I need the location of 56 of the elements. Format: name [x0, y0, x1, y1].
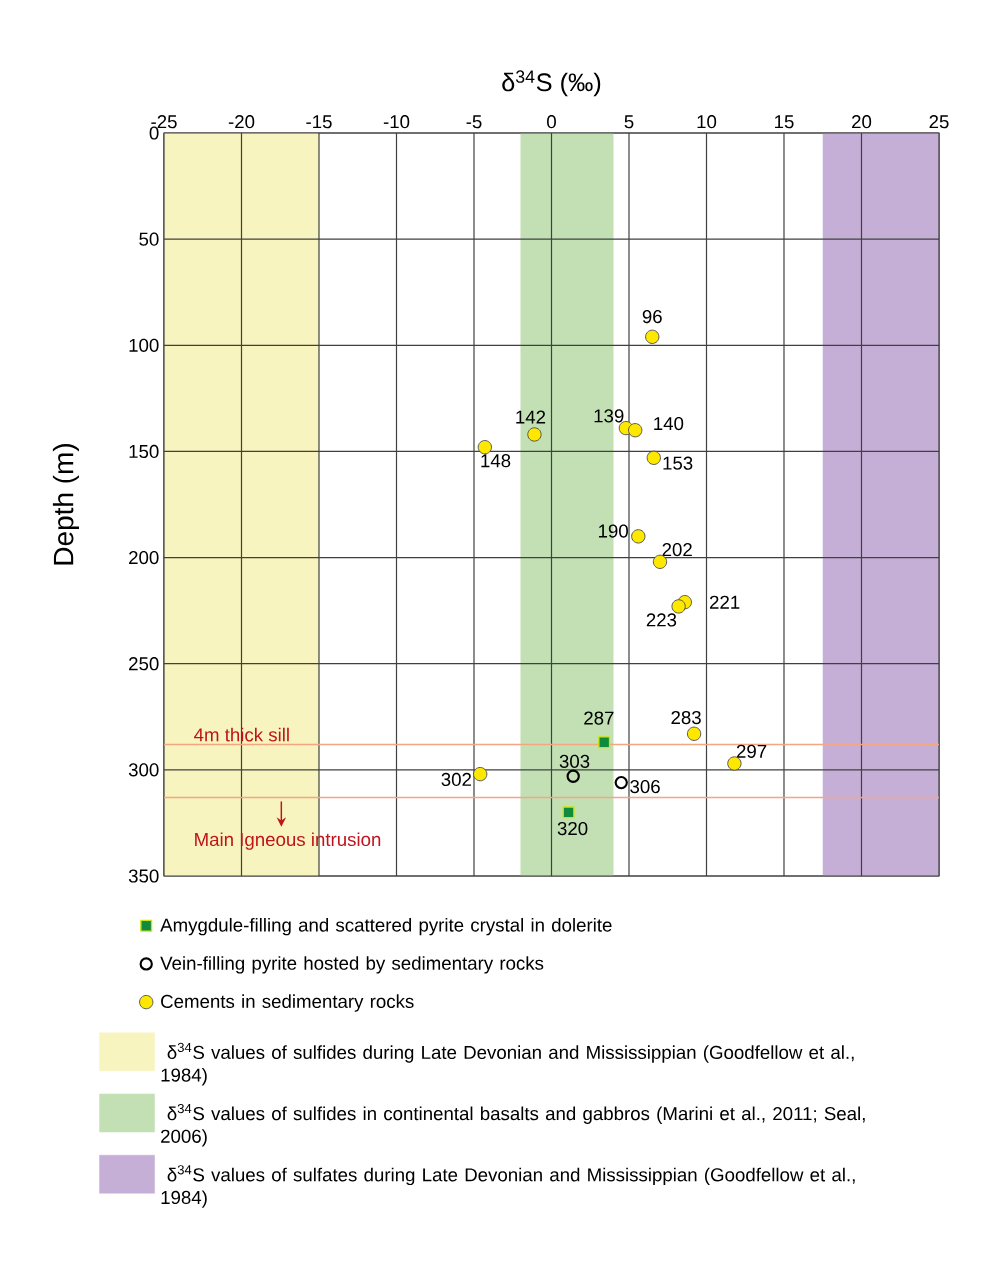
x-tick-label: 0 [547, 115, 556, 129]
point [477, 440, 492, 455]
x-tick-label: 15 [775, 115, 794, 129]
x-tick-label: 5 [624, 115, 634, 129]
data-label: 148 [481, 454, 511, 468]
data-label: 142 [516, 410, 546, 424]
point [727, 756, 742, 771]
point [671, 599, 686, 614]
y-tick-label: 300 [128, 763, 159, 777]
x-tick-label: -5 [466, 115, 482, 129]
y-tick-label: 200 [129, 550, 159, 565]
point [686, 726, 702, 741]
data-label: 96 [642, 309, 662, 324]
data-label: 303 [559, 754, 590, 768]
legend-label: Vein-filling pyrite hosted by sedimentary rocks [160, 956, 544, 974]
y-tick-label: 150 [129, 444, 159, 459]
x-tick-label: 20 [852, 115, 872, 129]
y-tick-label: 250 [129, 657, 159, 671]
legend-label: δ$^{34}$S values of sulfides in continental basalts and gabbros (Marini et al., 2011; Seal, 2006) [161, 1103, 865, 1147]
x-tick-label: -10 [383, 115, 410, 129]
x-axis-title: δ$^{34}$S (‰) [502, 70, 601, 97]
legend-label: δ$^{34}$S values of sulfates during Late Devonian and Mississippian (Goodfellow et al., 1984) [161, 1165, 855, 1208]
point [598, 736, 611, 749]
y-tick-label: 100 [129, 338, 159, 352]
point [562, 806, 575, 819]
data-label: 306 [630, 779, 660, 794]
data-label: 297 [736, 744, 767, 758]
data-label: 153 [663, 456, 693, 470]
legend-label: Cements in sedimentary rocks [161, 994, 414, 1012]
point [631, 529, 646, 544]
data-label: 223 [646, 613, 677, 627]
point [628, 423, 643, 438]
data-label: 202 [662, 543, 692, 557]
legend-label: Amygdule-filling and scattered pyrite crystal in dolerite [160, 917, 612, 936]
point [614, 775, 628, 790]
point [646, 450, 661, 465]
data-label: 140 [654, 416, 684, 431]
data-label: 283 [671, 710, 701, 725]
point [566, 769, 580, 783]
x-tick-label: -20 [228, 115, 255, 129]
data-label: 320 [557, 821, 588, 836]
data-label: 287 [584, 711, 614, 725]
x-tick-label: 25 [929, 115, 949, 129]
x-tick-label: -15 [306, 115, 332, 129]
point [527, 427, 542, 442]
x-tick-label: 10 [697, 115, 717, 129]
data-label: 139 [594, 409, 624, 423]
point [645, 329, 660, 344]
y-axis-title: Depth (m) [52, 444, 79, 565]
legend-label: δ$^{34}$S values of sulfides during Late Devonian and Mississippian (Goodfellow et al., 1984) [161, 1042, 854, 1086]
data-label: 190 [598, 524, 628, 538]
data-label: 302 [441, 772, 471, 787]
point [473, 766, 488, 782]
y-tick-label: 350 [128, 869, 159, 883]
data-label: 221 [710, 595, 740, 609]
y-tick-label: 50 [139, 232, 159, 246]
